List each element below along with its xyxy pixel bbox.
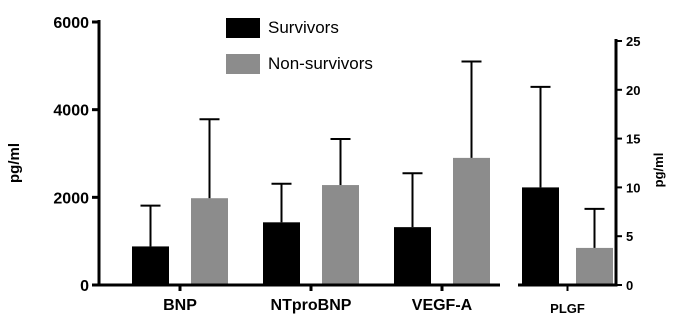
- bar-bnp-non-survivors: [191, 198, 228, 285]
- right-y-tick-label-15: 15: [626, 132, 640, 147]
- right-bars: [522, 187, 613, 285]
- right-y-axis-label: pg/ml: [651, 153, 666, 188]
- right-y-tick-label-20: 20: [626, 83, 640, 98]
- bar-vegf-a-survivors: [394, 227, 431, 285]
- legend-label-non-survivors: Non-survivors: [268, 54, 373, 73]
- bar-bnp-survivors: [132, 246, 169, 285]
- bar-ntprobnp-survivors: [263, 222, 300, 285]
- left-y-tick-label-2000: 2000: [53, 190, 89, 207]
- x-tick-label-bnp: BNP: [163, 297, 197, 314]
- right-error-bars: [530, 85, 605, 248]
- right-y-ticks: 0 5 10 15 20 25: [616, 34, 640, 293]
- left-bars: [132, 157, 490, 285]
- right-y-tick-label-0: 0: [626, 278, 633, 293]
- left-y-axis-label: pg/ml: [6, 143, 23, 183]
- x-tick-label-vegf-a: VEGF-A: [412, 297, 473, 314]
- legend-swatch-non-survivors: [226, 54, 260, 74]
- left-y-tick-label-0: 0: [80, 278, 89, 295]
- left-x-ticks: BNP NTproBNP VEGF-A: [163, 285, 473, 314]
- legend-swatch-survivors: [226, 18, 260, 38]
- right-chart-panel: 0 5 10 15 20 25 PLGF pg/ml: [518, 34, 666, 316]
- left-y-tick-label-4000: 4000: [53, 103, 89, 120]
- left-y-ticks: 0 2000 4000 6000: [53, 15, 99, 295]
- right-x-ticks: PLGF: [550, 285, 585, 316]
- right-y-tick-label-10: 10: [626, 180, 640, 195]
- right-y-tick-label-25: 25: [626, 34, 640, 49]
- x-tick-label-ntprobnp: NTproBNP: [271, 297, 352, 314]
- right-y-tick-label-5: 5: [626, 229, 633, 244]
- left-error-bars: [140, 60, 482, 247]
- bar-vegf-a-non-survivors: [453, 157, 490, 285]
- bar-plgf-survivors: [522, 187, 559, 285]
- left-y-tick-label-6000: 6000: [53, 15, 89, 32]
- x-tick-label-plgf: PLGF: [550, 301, 585, 316]
- bar-ntprobnp-non-survivors: [322, 185, 359, 285]
- legend-label-survivors: Survivors: [268, 18, 339, 37]
- left-chart-panel: 0 2000 4000 6000 BNP NTproBNP VEGF-A pg/ml: [6, 15, 500, 314]
- bar-plgf-non-survivors: [576, 247, 613, 285]
- legend: Survivors Non-survivors: [226, 18, 373, 74]
